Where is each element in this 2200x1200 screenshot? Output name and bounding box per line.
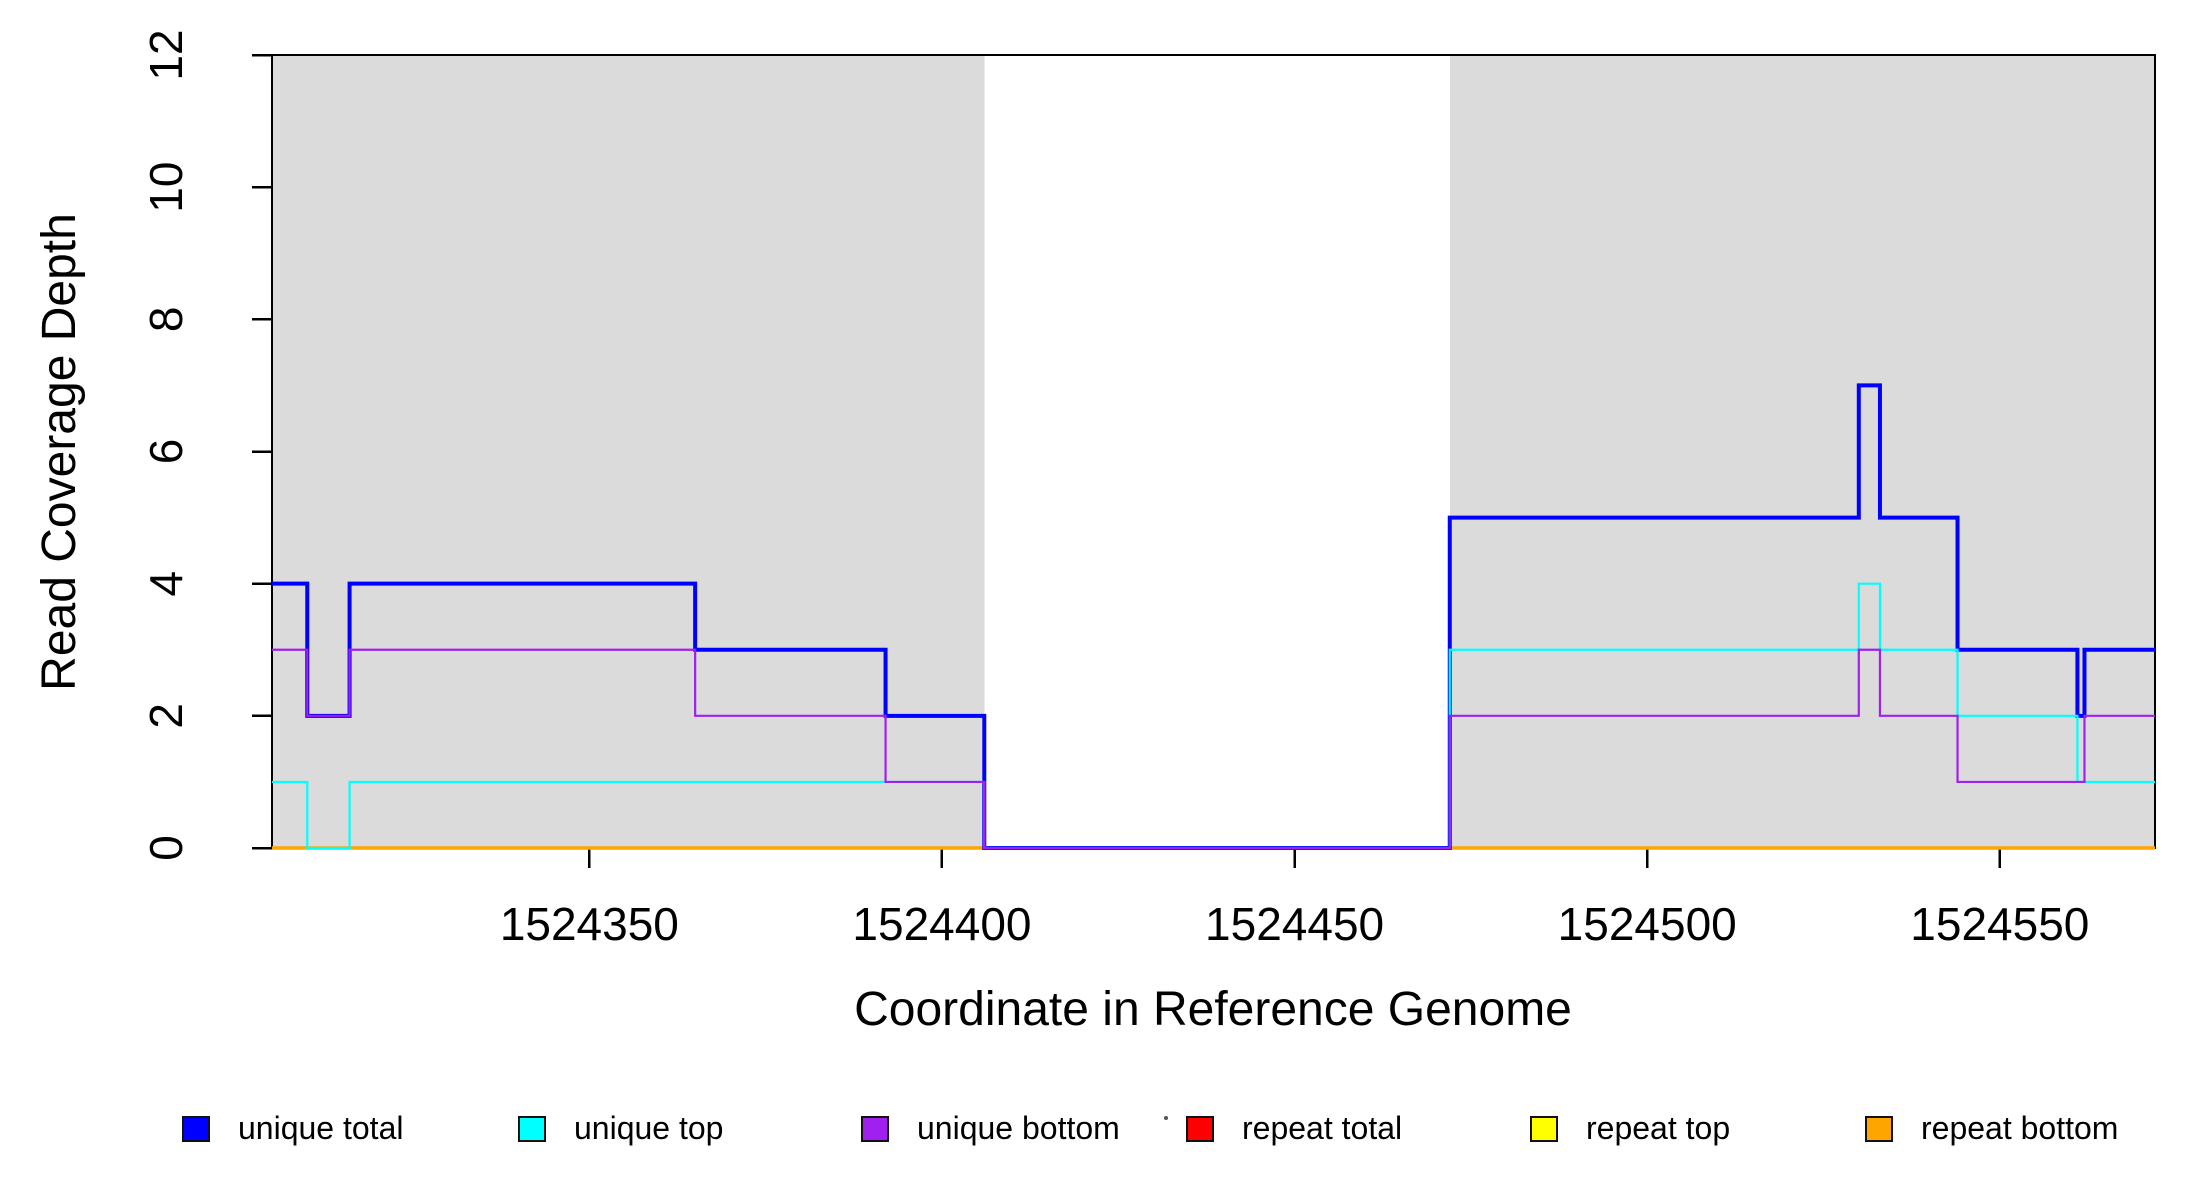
legend-label: repeat bottom [1921, 1110, 2119, 1146]
y-axis-tick-label: 12 [140, 29, 192, 80]
unique-bottom-swatch-icon [861, 1115, 889, 1142]
legend-label: repeat total [1242, 1110, 1403, 1146]
shaded-region [272, 55, 985, 848]
repeat-top-swatch-icon [1530, 1115, 1558, 1142]
x-axis-tick-label: 1524550 [1910, 898, 2089, 950]
legend: unique total unique top unique bottom re… [0, 1110, 2200, 1170]
legend-item-repeat-total: repeat total [1186, 1110, 1402, 1147]
y-axis-tick-label: 10 [140, 162, 192, 213]
legend-label: unique total [238, 1110, 404, 1146]
y-axis-title: Read Coverage Depth [33, 213, 86, 691]
x-axis-tick-label: 1524350 [500, 898, 679, 950]
legend-item-unique-bottom: unique bottom [861, 1110, 1120, 1147]
legend-item-repeat-top: repeat top [1530, 1110, 1730, 1147]
unique-top-swatch-icon [518, 1115, 546, 1142]
series-line-unique-bottom [272, 648, 2155, 850]
legend-item-unique-total: unique total [182, 1110, 403, 1147]
shaded-regions-layer [272, 55, 2155, 848]
y-axis-tick-label: 8 [140, 307, 192, 333]
y-axis-tick-label: 6 [140, 439, 192, 465]
repeat-bottom-swatch-icon [1865, 1115, 1893, 1142]
axis-ticks-layer: 1524350 1524400 1524450 1524500 1524550 0 2 4 6 8… [140, 29, 2089, 950]
repeat-total-swatch-icon [1186, 1115, 1214, 1142]
unique-total-swatch-icon [182, 1115, 210, 1142]
y-axis-tick-label: 4 [140, 571, 192, 597]
x-axis-title: Coordinate in Reference Genome [854, 983, 1572, 1036]
legend-label: unique bottom [917, 1110, 1120, 1146]
shaded-region [1449, 55, 2155, 848]
y-axis-tick-label: 0 [140, 835, 192, 861]
series-line-unique-top [272, 582, 2155, 850]
x-axis-tick-label: 1524450 [1205, 898, 1384, 950]
series-lines-layer [272, 383, 2155, 850]
x-axis-tick-label: 1524400 [852, 898, 1031, 950]
stray-dot [1164, 1116, 1168, 1120]
legend-label: repeat top [1586, 1110, 1731, 1146]
x-axis-tick-label: 1524500 [1558, 898, 1737, 950]
legend-item-repeat-bottom: repeat bottom [1865, 1110, 2118, 1147]
y-axis-tick-label: 2 [140, 703, 192, 729]
legend-item-unique-top: unique top [518, 1110, 723, 1147]
legend-label: unique top [574, 1110, 724, 1146]
